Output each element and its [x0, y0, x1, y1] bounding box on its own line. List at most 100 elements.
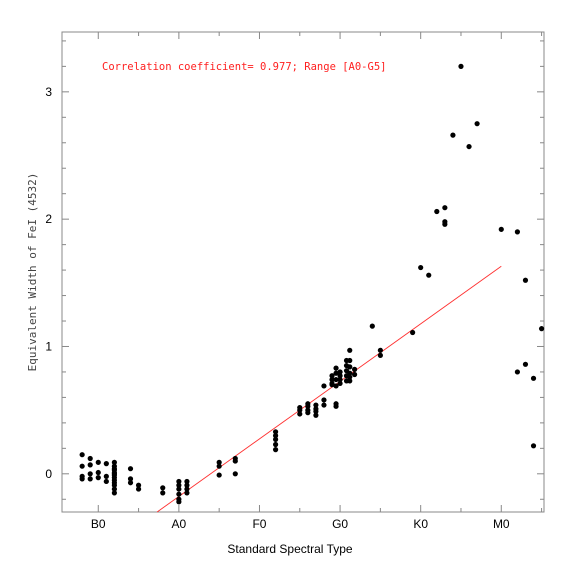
- data-point: [160, 485, 166, 491]
- data-point: [329, 382, 335, 388]
- correlation-annotation: Correlation coefficient= 0.977; Range [A…: [102, 61, 386, 73]
- axis-tick-labels: B0 A0 F0 G0 K0 M0 0 1 2 3: [45, 85, 510, 531]
- data-point: [333, 376, 339, 383]
- data-point: [135, 482, 142, 488]
- data-point: [321, 402, 327, 408]
- data-point: [530, 375, 537, 381]
- data-point: [333, 403, 339, 409]
- data-points: [79, 63, 545, 505]
- fit-line: [156, 265, 502, 513]
- data-point: [418, 264, 424, 271]
- data-point: [522, 277, 529, 283]
- x-tick-label: A0: [172, 517, 187, 531]
- data-point: [216, 463, 222, 469]
- data-point: [135, 486, 142, 492]
- y-tick-label: 3: [45, 85, 52, 99]
- data-point: [333, 365, 339, 371]
- data-point: [522, 361, 529, 367]
- data-point: [347, 370, 353, 376]
- y-tick-label: 0: [45, 467, 52, 481]
- data-point: [458, 63, 464, 69]
- data-point: [127, 476, 134, 482]
- data-point: [337, 373, 343, 379]
- data-point: [232, 471, 238, 477]
- y-tick-label: 1: [45, 339, 52, 353]
- data-point: [95, 459, 101, 465]
- data-point: [184, 490, 190, 496]
- data-point: [272, 441, 279, 448]
- data-point: [538, 326, 545, 332]
- data-point: [95, 469, 101, 476]
- data-point: [333, 370, 339, 376]
- data-point: [337, 376, 343, 383]
- data-point: [321, 383, 327, 389]
- data-point: [272, 429, 279, 435]
- data-point: [184, 482, 190, 488]
- data-point: [127, 480, 134, 486]
- data-point: [442, 205, 448, 211]
- data-point: [111, 459, 117, 465]
- data-point: [337, 369, 343, 375]
- data-point: [79, 463, 85, 469]
- data-point: [347, 347, 353, 353]
- data-point: [111, 486, 117, 492]
- data-point: [377, 352, 383, 358]
- data-point: [333, 383, 339, 389]
- data-point: [347, 378, 353, 384]
- data-point: [321, 397, 327, 403]
- data-point: [272, 436, 279, 443]
- data-point: [232, 458, 238, 464]
- data-point: [216, 472, 222, 478]
- data-point: [347, 357, 353, 364]
- data-point: [410, 329, 416, 336]
- data-point: [450, 132, 456, 138]
- data-point: [313, 412, 319, 418]
- data-point: [87, 471, 93, 477]
- data-point: [103, 461, 109, 467]
- data-point: [426, 272, 432, 278]
- data-point: [329, 373, 335, 379]
- plot-frame: [61, 31, 545, 513]
- data-point: [111, 482, 117, 488]
- x-tick-label: F0: [252, 517, 266, 531]
- data-point: [442, 221, 448, 227]
- data-point: [351, 371, 358, 378]
- data-point: [305, 403, 311, 409]
- data-point: [176, 482, 182, 488]
- data-point: [272, 447, 279, 453]
- data-point: [184, 478, 190, 485]
- data-point: [347, 364, 353, 370]
- data-point: [272, 433, 279, 439]
- data-point: [313, 402, 319, 408]
- data-point: [87, 476, 93, 482]
- data-point: [176, 478, 182, 485]
- data-point: [103, 473, 109, 479]
- data-point: [216, 459, 222, 465]
- data-point: [297, 411, 303, 417]
- y-tick-label: 2: [45, 212, 52, 226]
- data-point: [514, 369, 521, 375]
- data-point: [160, 490, 166, 496]
- axis-ticks: [62, 32, 544, 512]
- data-point: [466, 143, 472, 150]
- data-point: [329, 376, 335, 383]
- data-point: [87, 462, 93, 468]
- data-point: [176, 486, 182, 492]
- data-point: [184, 486, 190, 492]
- x-tick-label: M0: [493, 517, 510, 531]
- data-point: [474, 121, 480, 127]
- data-point: [176, 499, 182, 505]
- fit-line-group: [156, 265, 502, 513]
- data-point: [337, 380, 343, 387]
- data-point: [127, 466, 134, 472]
- x-axis-title: Standard Spectral Type: [227, 542, 353, 556]
- y-axis-title: Equivalent Width of FeI (4532): [26, 173, 39, 372]
- data-point: [95, 475, 101, 481]
- data-point: [176, 491, 182, 497]
- x-tick-label: K0: [413, 517, 428, 531]
- data-point: [79, 452, 85, 458]
- data-point: [434, 208, 440, 215]
- data-point: [514, 229, 521, 235]
- data-point: [369, 323, 375, 329]
